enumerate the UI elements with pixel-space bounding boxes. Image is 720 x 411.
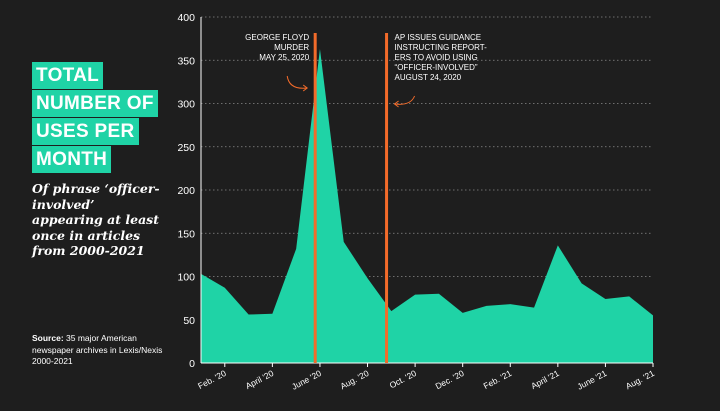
annotation-0-line-2: MAY 25, 2020 (259, 53, 310, 62)
y-tick-label-250: 250 (177, 142, 195, 154)
annotation-1-line-2: ERS TO AVOID USING (395, 53, 478, 62)
x-tick-label-1: April '20 (244, 368, 276, 391)
y-tick-label-350: 350 (177, 55, 195, 67)
y-tick-label-100: 100 (177, 272, 195, 284)
annotation-1-line-4: AUGUST 24, 2020 (395, 73, 462, 82)
annotation-1-line-1: INSTRUCTING REPORT- (395, 43, 488, 52)
y-tick-label-300: 300 (177, 99, 195, 111)
x-tick-label-3: Aug. '20 (338, 368, 370, 391)
annotation-arrow-0 (286, 75, 308, 89)
x-tick-label-8: June '21 (576, 368, 609, 392)
annotation-1-line-3: “OFFICER-INVOLVED” (395, 63, 478, 72)
title-line-2: NUMBER OF (32, 90, 158, 117)
x-tick-label-6: Feb. '21 (482, 368, 514, 391)
y-tick-label-50: 50 (183, 315, 195, 327)
y-tick-label-200: 200 (177, 185, 195, 197)
area-series (201, 49, 653, 363)
y-tick-label-400: 400 (177, 12, 195, 24)
annotation-0-line-0: GEORGE FLOYD (245, 33, 309, 42)
annotation-1-line-0: AP ISSUES GUIDANCE (395, 33, 482, 42)
source-text: 35 major American newspaper archives in … (32, 333, 163, 366)
x-tick-label-0: Feb. '20 (196, 368, 228, 391)
y-tick-label-150: 150 (177, 228, 195, 240)
annotation-0-line-1: MURDER (274, 43, 309, 52)
x-tick-label-7: April '21 (529, 368, 561, 391)
annotation-arrowhead-1 (393, 100, 399, 108)
source-label: Source: (32, 333, 64, 343)
chart-title: TOTAL NUMBER OF USES PER MONTH (32, 62, 158, 174)
title-line-4: MONTH (32, 146, 112, 173)
y-tick-label-0: 0 (189, 358, 195, 370)
annotation-arrowhead-0 (302, 84, 309, 92)
x-tick-label-4: Oct. '20 (388, 368, 419, 391)
x-tick-label-2: June '20 (290, 368, 323, 392)
title-line-3: USES PER (32, 118, 139, 145)
x-tick-label-9: Aug. '21 (624, 368, 656, 391)
annotation-arrow-1 (394, 95, 416, 105)
title-line-1: TOTAL (32, 62, 104, 89)
source-note: Source: 35 major American newspaper arch… (32, 333, 167, 368)
x-tick-label-5: Dec. '20 (434, 368, 466, 391)
chart-subtitle: Of phrase ‘officer-involved’ appearing a… (32, 181, 160, 258)
